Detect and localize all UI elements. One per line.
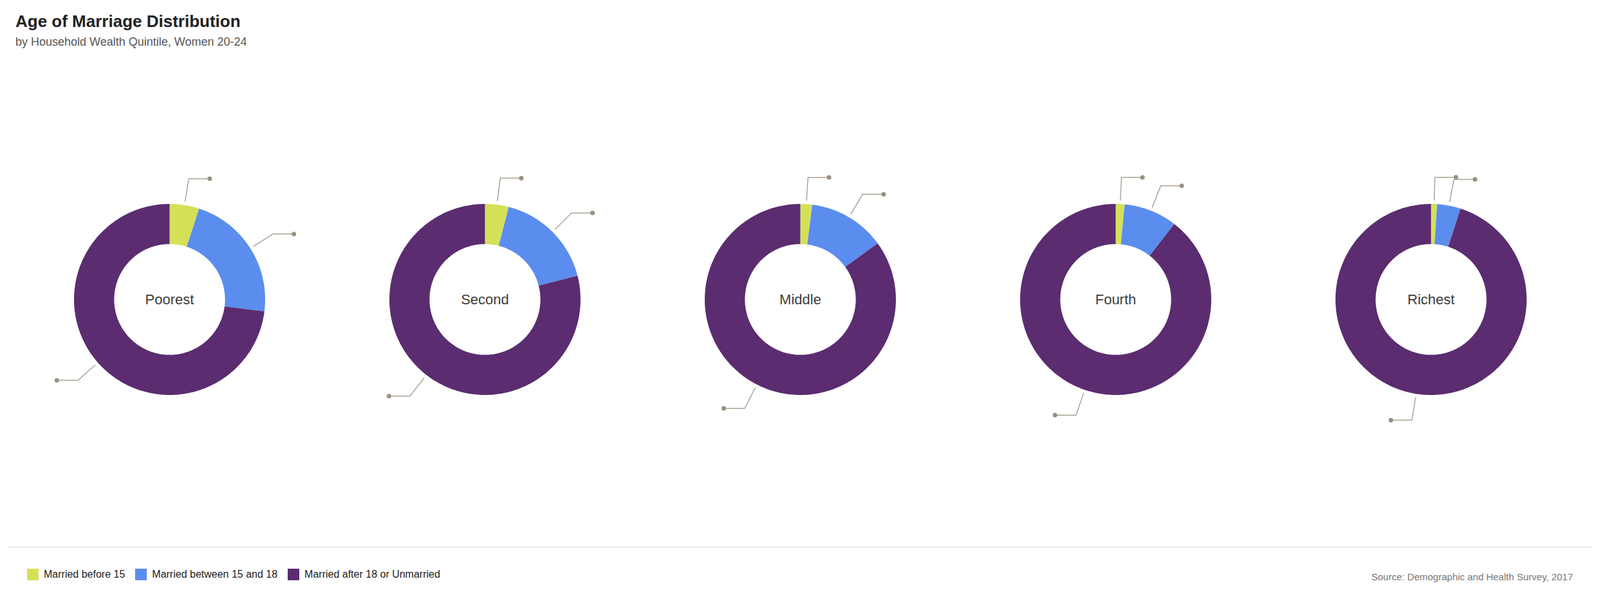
html-text:Source: Demographic and Health: Source: Demographic and Health Survey, 2… <box>1371 571 1573 583</box>
html-text:by Household Wealth Quintile,: by Household Wealth Quintile, Women 20-2… <box>15 35 247 49</box>
html-text:Age of Marriage Distribution: Age of Marriage Distribution <box>15 11 241 31</box>
svg-text:Fourth: Fourth <box>1095 291 1137 308</box>
html-text:Married after 18 or Unmarried: Married after 18 or Unmarried <box>304 568 441 580</box>
html-text:Married between 15 and 18: Married between 15 and 18 <box>152 568 278 580</box>
svg-text:Richest: Richest <box>1407 291 1455 308</box>
svg-text:Second: Second <box>460 291 510 308</box>
svg-text:Poorest: Poorest <box>145 291 195 308</box>
html-text:Married before 15: Married before 15 <box>43 568 126 580</box>
svg-text:Middle: Middle <box>779 291 822 308</box>
